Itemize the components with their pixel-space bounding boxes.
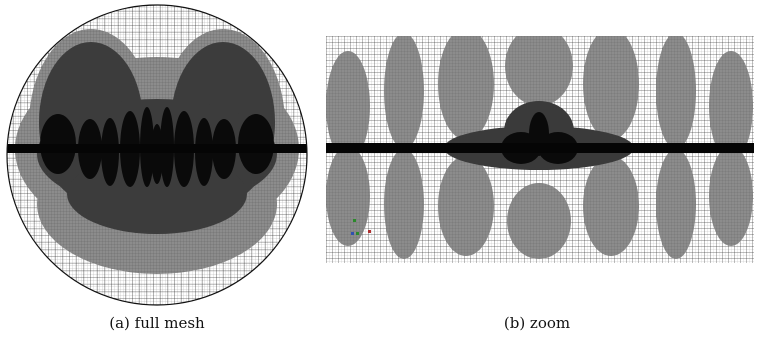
zoom-central-band [326, 143, 754, 153]
zoom-mesh-graphic [326, 36, 754, 263]
caption-zoom: (b) zoom [503, 314, 571, 332]
full-mesh-image [6, 4, 308, 306]
full-mesh-graphic [6, 4, 308, 306]
central-band [7, 144, 307, 153]
axis-triad-marker [351, 219, 371, 235]
zoom-mesh-image [326, 36, 754, 263]
core-refinement-blobs [40, 107, 274, 187]
mesh-boundary-circle [6, 4, 308, 306]
caption-full-mesh: (a) full mesh [109, 314, 205, 332]
